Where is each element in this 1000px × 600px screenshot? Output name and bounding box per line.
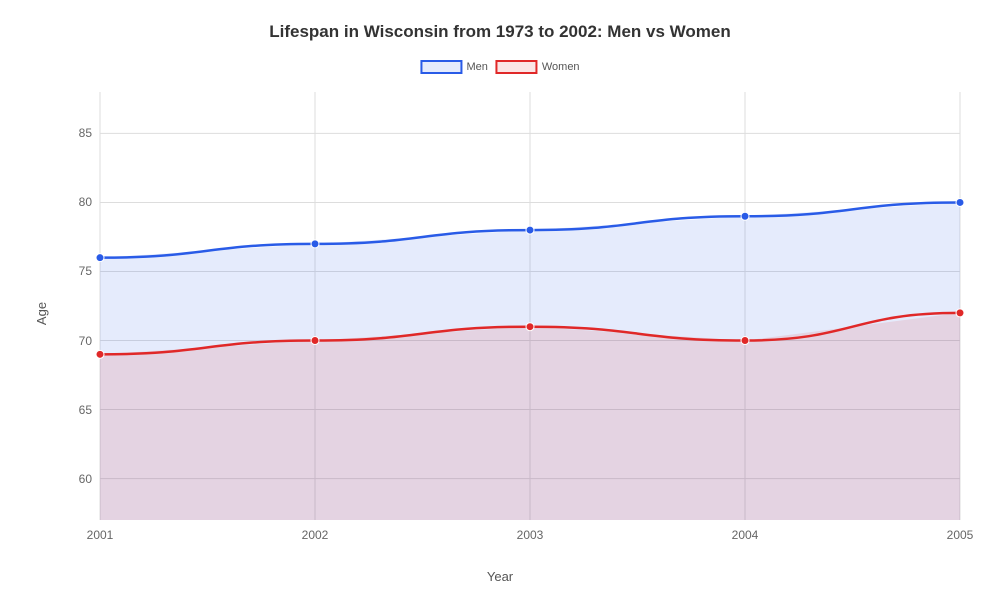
y-tick-label: 75 (79, 264, 100, 278)
chart-container: Lifespan in Wisconsin from 1973 to 2002:… (0, 0, 1000, 600)
chart-title: Lifespan in Wisconsin from 1973 to 2002:… (0, 22, 1000, 42)
x-tick-label: 2001 (87, 520, 114, 542)
x-tick-label: 2005 (947, 520, 974, 542)
legend-item-men: Men (420, 60, 487, 74)
y-tick-label: 70 (79, 334, 100, 348)
series-marker-men (311, 240, 319, 248)
legend: Men Women (420, 60, 579, 74)
x-tick-label: 2004 (732, 520, 759, 542)
plot-area: 60657075808520012002200320042005 (100, 92, 960, 520)
series-marker-women (956, 309, 964, 317)
plot-svg (100, 92, 960, 520)
series-marker-men (956, 198, 964, 206)
x-tick-label: 2002 (302, 520, 329, 542)
legend-item-women: Women (496, 60, 580, 74)
y-tick-label: 85 (79, 126, 100, 140)
series-marker-women (96, 350, 104, 358)
series-marker-men (741, 212, 749, 220)
series-marker-women (311, 337, 319, 345)
y-tick-label: 65 (79, 403, 100, 417)
y-axis-label: Age (34, 302, 49, 325)
x-tick-label: 2003 (517, 520, 544, 542)
legend-label-men: Men (466, 61, 487, 73)
series-marker-women (526, 323, 534, 331)
series-marker-women (741, 337, 749, 345)
series-marker-men (526, 226, 534, 234)
x-axis-label: Year (487, 569, 513, 584)
y-tick-label: 80 (79, 195, 100, 209)
legend-swatch-women (496, 60, 538, 74)
y-tick-label: 60 (79, 472, 100, 486)
series-marker-men (96, 254, 104, 262)
legend-swatch-men (420, 60, 462, 74)
legend-label-women: Women (542, 61, 580, 73)
